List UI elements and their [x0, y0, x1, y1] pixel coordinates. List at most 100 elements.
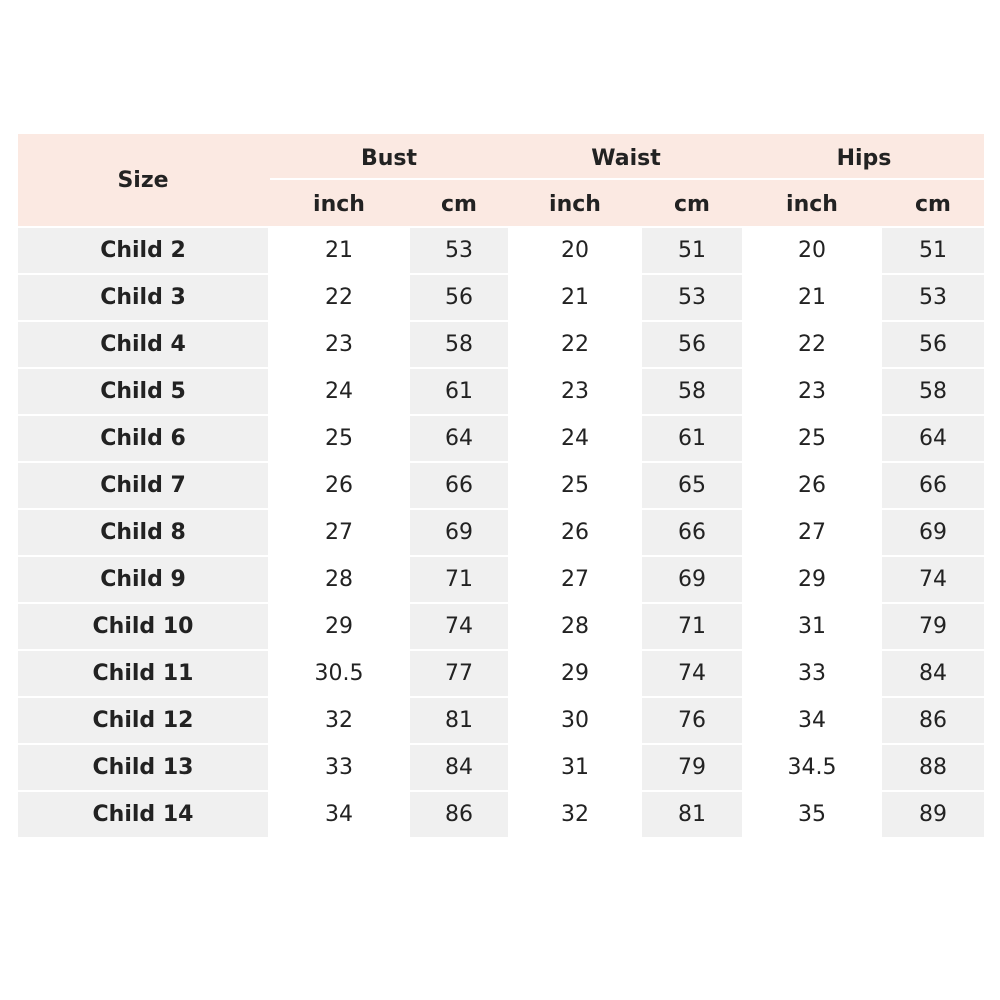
- measurement: 81: [410, 698, 508, 743]
- measurement: 34.5: [744, 745, 880, 790]
- measurement: 58: [642, 369, 742, 414]
- header-unit: cm: [642, 182, 742, 226]
- measurement: 31: [510, 745, 640, 790]
- measurement: 89: [882, 792, 984, 837]
- measurement: 27: [510, 557, 640, 602]
- measurement: 25: [270, 416, 408, 461]
- measurement: 53: [642, 275, 742, 320]
- measurement: 20: [744, 228, 880, 273]
- measurement: 81: [642, 792, 742, 837]
- measurement: 32: [270, 698, 408, 743]
- measurement: 69: [410, 510, 508, 555]
- measurement: 20: [510, 228, 640, 273]
- measurement: 51: [642, 228, 742, 273]
- measurement: 27: [270, 510, 408, 555]
- measurement: 22: [270, 275, 408, 320]
- measurement: 30.5: [270, 651, 408, 696]
- size-label: Child 7: [18, 463, 268, 508]
- size-label: Child 4: [18, 322, 268, 367]
- measurement: 61: [642, 416, 742, 461]
- measurement: 56: [410, 275, 508, 320]
- size-label: Child 11: [18, 651, 268, 696]
- measurement: 71: [410, 557, 508, 602]
- measurement: 29: [270, 604, 408, 649]
- measurement: 35: [744, 792, 880, 837]
- size-label: Child 9: [18, 557, 268, 602]
- measurement: 21: [744, 275, 880, 320]
- measurement: 71: [642, 604, 742, 649]
- measurement: 51: [882, 228, 984, 273]
- measurement: 28: [510, 604, 640, 649]
- header-divider: [270, 178, 984, 180]
- size-label: Child 3: [18, 275, 268, 320]
- measurement: 23: [510, 369, 640, 414]
- measurement: 76: [642, 698, 742, 743]
- measurement: 66: [882, 463, 984, 508]
- size-label: Child 2: [18, 228, 268, 273]
- measurement: 53: [882, 275, 984, 320]
- size-label: Child 8: [18, 510, 268, 555]
- size-label: Child 10: [18, 604, 268, 649]
- measurement: 66: [642, 510, 742, 555]
- measurement: 58: [410, 322, 508, 367]
- measurement: 53: [410, 228, 508, 273]
- measurement: 69: [642, 557, 742, 602]
- measurement: 28: [270, 557, 408, 602]
- measurement: 21: [510, 275, 640, 320]
- measurement: 61: [410, 369, 508, 414]
- measurement: 29: [744, 557, 880, 602]
- measurement: 69: [882, 510, 984, 555]
- measurement: 88: [882, 745, 984, 790]
- measurement: 27: [744, 510, 880, 555]
- measurement: 33: [744, 651, 880, 696]
- header-group: Waist: [510, 136, 742, 180]
- measurement: 86: [882, 698, 984, 743]
- size-label: Child 14: [18, 792, 268, 837]
- header-group: Bust: [270, 136, 508, 180]
- measurement: 56: [642, 322, 742, 367]
- measurement: 84: [410, 745, 508, 790]
- measurement: 64: [882, 416, 984, 461]
- measurement: 79: [882, 604, 984, 649]
- header-group: Hips: [744, 136, 984, 180]
- measurement: 26: [270, 463, 408, 508]
- header-unit: inch: [510, 182, 640, 226]
- measurement: 86: [410, 792, 508, 837]
- measurement: 77: [410, 651, 508, 696]
- header-size: Size: [18, 134, 268, 226]
- measurement: 74: [882, 557, 984, 602]
- measurement: 84: [882, 651, 984, 696]
- header-unit: inch: [270, 182, 408, 226]
- measurement: 26: [744, 463, 880, 508]
- measurement: 24: [270, 369, 408, 414]
- measurement: 22: [510, 322, 640, 367]
- measurement: 24: [510, 416, 640, 461]
- measurement: 23: [744, 369, 880, 414]
- measurement: 21: [270, 228, 408, 273]
- size-label: Child 13: [18, 745, 268, 790]
- measurement: 26: [510, 510, 640, 555]
- measurement: 23: [270, 322, 408, 367]
- measurement: 29: [510, 651, 640, 696]
- measurement: 79: [642, 745, 742, 790]
- measurement: 25: [510, 463, 640, 508]
- measurement: 74: [410, 604, 508, 649]
- measurement: 33: [270, 745, 408, 790]
- header-unit: cm: [882, 182, 984, 226]
- measurement: 25: [744, 416, 880, 461]
- size-label: Child 5: [18, 369, 268, 414]
- measurement: 34: [744, 698, 880, 743]
- measurement: 22: [744, 322, 880, 367]
- header-unit: inch: [744, 182, 880, 226]
- measurement: 32: [510, 792, 640, 837]
- header-unit: cm: [410, 182, 508, 226]
- measurement: 31: [744, 604, 880, 649]
- measurement: 56: [882, 322, 984, 367]
- measurement: 66: [410, 463, 508, 508]
- measurement: 34: [270, 792, 408, 837]
- measurement: 74: [642, 651, 742, 696]
- measurement: 65: [642, 463, 742, 508]
- size-label: Child 6: [18, 416, 268, 461]
- size-label: Child 12: [18, 698, 268, 743]
